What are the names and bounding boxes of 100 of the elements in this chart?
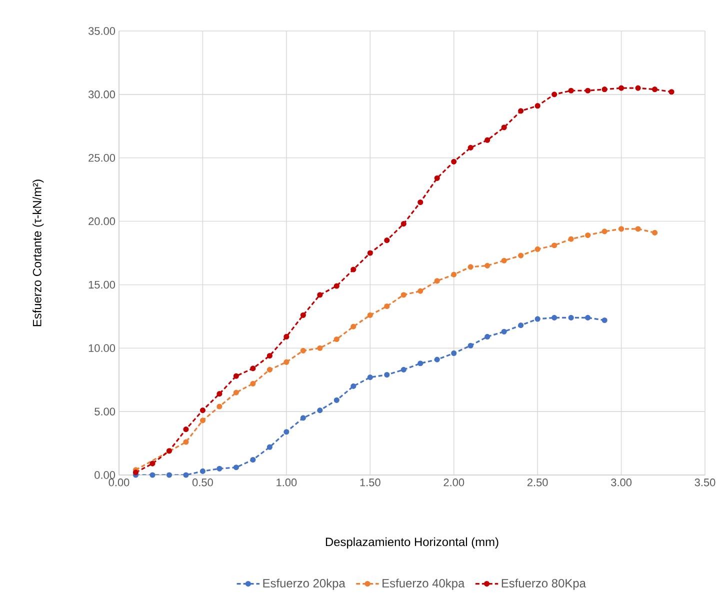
point: [216, 466, 222, 472]
point: [501, 258, 507, 264]
point: [334, 283, 340, 289]
point: [150, 472, 156, 478]
point: [585, 232, 591, 238]
point: [602, 228, 608, 234]
x-tick-label: 3.50: [694, 478, 716, 486]
point: [468, 144, 474, 150]
point: [350, 383, 356, 389]
point: [183, 439, 189, 445]
point: [317, 408, 323, 414]
y-tick-label: 15.00: [88, 280, 116, 289]
point: [418, 360, 424, 366]
point: [334, 397, 340, 403]
y-tick-label: 5.00: [94, 408, 116, 416]
point: [484, 137, 490, 143]
point: [367, 312, 373, 318]
point: [250, 366, 256, 372]
point: [585, 314, 591, 320]
point: [233, 390, 239, 396]
point: [266, 444, 272, 450]
y-tick-label: 20.00: [88, 217, 116, 226]
point: [367, 250, 373, 256]
x-tick-label: 1.00: [276, 478, 297, 486]
point: [618, 226, 624, 232]
point: [216, 391, 222, 397]
point: [350, 324, 356, 330]
point: [183, 472, 189, 478]
point: [183, 426, 189, 432]
point: [534, 103, 540, 109]
legend-label: Esfuerzo 80Kpa: [502, 578, 586, 590]
point: [451, 350, 457, 356]
point: [434, 278, 440, 284]
point: [501, 124, 507, 130]
y-tick-label: 0.00: [94, 471, 116, 479]
point: [618, 85, 624, 91]
point: [300, 415, 306, 421]
point: [350, 266, 356, 272]
point: [200, 408, 206, 414]
point: [150, 460, 156, 466]
x-tick-label: 1.50: [360, 478, 380, 486]
point: [400, 292, 406, 298]
legend-label: Esfuerzo 40kpa: [382, 578, 465, 590]
point: [266, 352, 272, 359]
point: [250, 380, 256, 386]
point: [652, 230, 658, 236]
point: [652, 86, 658, 92]
point: [568, 314, 574, 320]
point: [233, 373, 239, 379]
point: [233, 464, 239, 470]
point: [668, 89, 674, 95]
legend-label: Esfuerzo 20kpa: [263, 578, 346, 590]
point: [284, 334, 290, 340]
point: [635, 226, 641, 232]
point: [284, 429, 290, 435]
x-tick-label: 2.00: [444, 478, 464, 486]
point: [518, 108, 524, 114]
point: [384, 303, 390, 310]
point: [132, 470, 139, 476]
point: [585, 88, 591, 94]
point: [200, 418, 206, 424]
point: [418, 199, 424, 206]
point: [166, 448, 172, 454]
x-tick-label: 3.00: [611, 478, 632, 486]
point: [334, 336, 340, 342]
point: [284, 359, 290, 365]
point: [434, 356, 440, 362]
point: [468, 342, 474, 348]
point: [434, 175, 440, 181]
point: [384, 372, 390, 378]
point: [501, 328, 507, 334]
y-axis-title: Esfuerzo Cortante (τ-kN/m²): [32, 180, 44, 326]
point: [602, 86, 608, 92]
point: [250, 456, 256, 463]
point: [484, 334, 490, 340]
point: [200, 468, 206, 474]
point: [266, 366, 272, 372]
point: [602, 317, 608, 324]
x-tick-label: 0.00: [108, 478, 130, 486]
point: [635, 85, 641, 91]
point: [166, 472, 172, 478]
y-tick-label: 30.00: [88, 90, 116, 98]
point: [400, 221, 406, 227]
point: [552, 314, 558, 320]
point: [568, 88, 574, 94]
point: [300, 348, 306, 354]
point: [518, 252, 524, 258]
point: [367, 374, 373, 380]
y-tick-label: 35.00: [88, 27, 116, 35]
x-tick-label: 0.50: [192, 478, 213, 486]
point: [534, 246, 540, 252]
point: [317, 345, 323, 351]
point: [518, 322, 524, 328]
point: [418, 288, 424, 294]
point: [451, 272, 457, 278]
point: [300, 312, 306, 318]
point: [384, 238, 390, 244]
point: [216, 404, 222, 410]
point: [552, 92, 558, 98]
y-tick-label: 10.00: [88, 344, 116, 352]
